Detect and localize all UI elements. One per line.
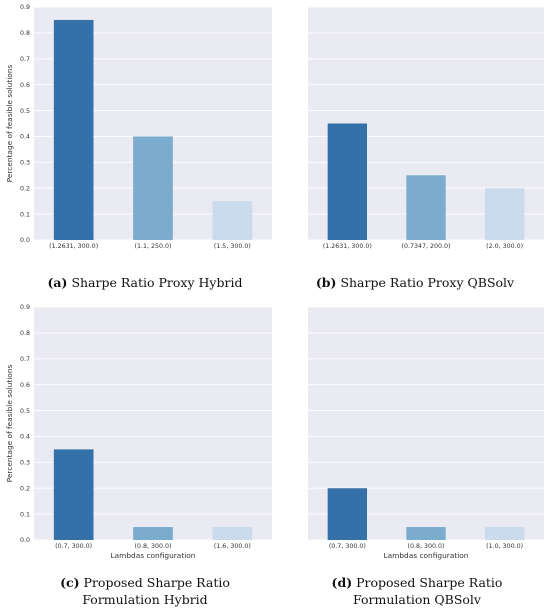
x-tick-label: (2.0, 300.0) — [486, 243, 523, 250]
chart-c-svg: 0.0 0.1 0.2 0.3 0.4 0.5 0.6 0.7 0.8 0.9 Percentage… — [5, 304, 272, 560]
y-axis-label: Percentage of feasible solutions — [5, 64, 14, 182]
caption-c-text: Proposed Sharpe Ratio — [83, 575, 230, 590]
y-tick-label: 0.6 — [20, 82, 30, 89]
caption-c: (c) Proposed Sharpe Ratio Formulation Hy… — [20, 574, 270, 608]
y-tick-label: 0.0 — [20, 537, 30, 544]
y-tick-label: 0.0 — [20, 237, 30, 244]
y-tick-label: 0.1 — [20, 511, 30, 518]
y-tick-label: 0.1 — [20, 211, 30, 218]
bar — [212, 527, 253, 540]
y-tick-label: 0.3 — [20, 160, 30, 167]
caption-a-tag: (a) — [47, 275, 68, 290]
x-tick-label: (0.8, 300.0) — [135, 543, 172, 550]
y-tick-label: 0.8 — [20, 30, 30, 37]
y-tick-label: 0.7 — [20, 56, 30, 63]
bar — [327, 123, 367, 240]
x-tick-label: (0.8, 300.0) — [408, 543, 445, 550]
bar — [485, 188, 525, 240]
y-tick-label: 0.3 — [20, 460, 30, 467]
x-tick-label: (1.5, 300.0) — [214, 243, 251, 250]
caption-a: (a) Sharpe Ratio Proxy Hybrid — [20, 274, 270, 291]
caption-d-text2: Formulation QBSolv — [353, 592, 481, 607]
y-tick-label: 0.5 — [20, 408, 30, 415]
bar — [212, 201, 253, 240]
x-tick-label: (0.7, 300.0) — [329, 543, 366, 550]
bar — [406, 175, 446, 240]
x-tick-label: (1.2631, 300.0) — [49, 243, 98, 250]
chart-panel-c: 0.0 0.1 0.2 0.3 0.4 0.5 0.6 0.7 0.8 0.9 Percentage… — [0, 300, 280, 560]
y-tick-label: 0.8 — [20, 330, 30, 337]
y-tick-label: 0.4 — [20, 434, 30, 441]
chart-a-svg: 0.0 0.1 0.2 0.3 0.4 0.5 0.6 0.7 0.8 0.9 Percentage… — [5, 4, 272, 250]
caption-d-text: Proposed Sharpe Ratio — [356, 575, 503, 590]
chart-panel-a: 0.0 0.1 0.2 0.3 0.4 0.5 0.6 0.7 0.8 0.9 Percentage… — [0, 0, 280, 250]
chart-panel-b: (1.2631, 300.0) (0.7347, 200.0) (2.0, 300.… — [280, 0, 550, 250]
x-tick-label: (0.7, 300.0) — [55, 543, 92, 550]
y-tick-label: 0.6 — [20, 382, 30, 389]
x-tick-label: (0.7347, 200.0) — [402, 243, 451, 250]
y-tick-label: 0.9 — [20, 304, 30, 311]
caption-a-text: Sharpe Ratio Proxy Hybrid — [71, 275, 243, 290]
x-tick-label: (1.1, 250.0) — [135, 243, 172, 250]
caption-c-tag: (c) — [60, 575, 80, 590]
y-tick-label: 0.4 — [20, 134, 30, 141]
y-axis-label: Percentage of feasible solutions — [5, 364, 14, 482]
x-tick-label: (1.2631, 300.0) — [323, 243, 372, 250]
y-tick-label: 0.2 — [20, 185, 30, 192]
caption-d-tag: (d) — [331, 575, 353, 590]
caption-b: (b) Sharpe Ratio Proxy QBSolv — [290, 274, 540, 291]
x-tick-label: (1.0, 300.0) — [486, 543, 523, 550]
y-tick-label: 0.9 — [20, 4, 30, 11]
x-tick-label: (1.6, 300.0) — [214, 543, 251, 550]
bar — [327, 488, 367, 540]
chart-b-svg: (1.2631, 300.0) (0.7347, 200.0) (2.0, 300.… — [308, 6, 544, 250]
caption-b-tag: (b) — [315, 275, 337, 290]
caption-d: (d) Proposed Sharpe Ratio Formulation QB… — [292, 574, 542, 608]
chart-panel-d: (0.7, 300.0) (0.8, 300.0) (1.0, 300.0) Lamb… — [280, 300, 550, 560]
chart-d-svg: (0.7, 300.0) (0.8, 300.0) (1.0, 300.0) Lamb… — [308, 306, 544, 560]
bar — [133, 136, 173, 240]
y-tick-label: 0.2 — [20, 485, 30, 492]
bar — [53, 19, 94, 241]
caption-b-text: Sharpe Ratio Proxy QBSolv — [340, 275, 515, 290]
bar — [133, 527, 173, 540]
y-tick-label: 0.7 — [20, 356, 30, 363]
caption-c-text2: Formulation Hybrid — [82, 592, 208, 607]
bar — [53, 449, 94, 540]
bar — [406, 527, 446, 540]
x-axis-label: Lambdas configuration — [111, 551, 196, 560]
y-tick-label: 0.5 — [20, 108, 30, 115]
bar — [485, 527, 525, 540]
x-axis-label: Lambdas configuration — [384, 551, 469, 560]
